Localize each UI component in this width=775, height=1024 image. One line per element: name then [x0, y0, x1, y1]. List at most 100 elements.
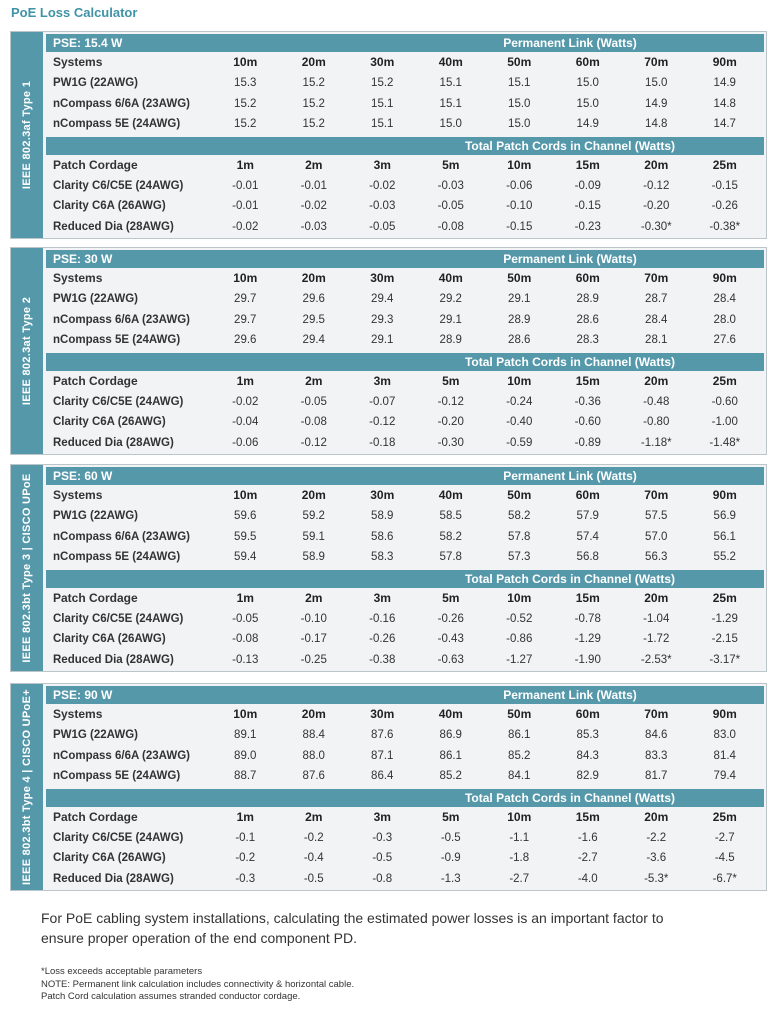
system-value: 28.0	[713, 313, 736, 326]
cordage-column-header: Patch Cordage 1m 2m 3m 5m 10m 15m 20m 25m	[46, 155, 764, 176]
cord-value: -0.26	[437, 612, 464, 625]
patch-length-header: 10m	[507, 591, 532, 606]
system-value: 58.9	[371, 510, 394, 523]
link-length-header: 60m	[575, 271, 600, 286]
link-length-header: 20m	[301, 488, 326, 503]
system-name: PW1G (22AWG)	[53, 293, 138, 306]
system-value: 82.9	[576, 770, 599, 783]
patch-cords-header: Total Patch Cords in Channel (Watts)	[46, 569, 764, 588]
cord-value: -5.3*	[644, 873, 669, 886]
patch-length-header: 3m	[373, 374, 391, 389]
system-value: 86.4	[371, 770, 394, 783]
cord-value: -0.20	[437, 416, 464, 429]
patch-length-header: 2m	[305, 158, 323, 173]
patch-length-header: 3m	[373, 158, 391, 173]
system-name: PW1G (22AWG)	[53, 77, 138, 90]
cord-value: -0.36	[574, 395, 601, 408]
system-value: 58.9	[302, 551, 325, 564]
pse-label: PSE: 15.4 W	[53, 36, 123, 50]
cord-value: -0.15	[506, 221, 533, 234]
cord-name: Clarity C6/C5E (24AWG)	[53, 179, 184, 192]
cord-value: -0.9	[440, 852, 461, 865]
link-length-header: 90m	[712, 707, 737, 722]
cord-value: -0.02	[232, 395, 259, 408]
cord-row: Clarity C6/C5E (24AWG) -0.02 -0.05 -0.07 -0.…	[46, 391, 764, 412]
cord-value: -0.01	[232, 200, 259, 213]
cord-value: -0.40	[506, 416, 533, 429]
system-value: 28.6	[576, 313, 599, 326]
patch-cords-header: Total Patch Cords in Channel (Watts)	[46, 352, 764, 371]
system-value: 57.3	[508, 551, 531, 564]
patch-cords-title: Total Patch Cords in Channel (Watts)	[464, 790, 675, 805]
patch-length-header: 15m	[575, 591, 600, 606]
system-value: 15.3	[234, 77, 257, 90]
link-length-header: 50m	[507, 271, 532, 286]
system-value: 57.9	[576, 510, 599, 523]
cord-value: -0.18	[369, 437, 396, 450]
standard-sidebar: IEEE 802.3bt Type 4 | CISCO UPoE+	[11, 684, 43, 890]
patch-cords-header: Total Patch Cords in Channel (Watts)	[46, 136, 764, 155]
cord-value: -0.38*	[709, 221, 741, 234]
system-name: nCompass 5E (24AWG)	[53, 551, 181, 564]
patch-length-header: 2m	[305, 374, 323, 389]
cord-value: -0.01	[300, 179, 327, 192]
system-value: 86.1	[508, 729, 531, 742]
cord-value: -0.4	[303, 852, 324, 865]
page-title: PoE Loss Calculator	[11, 5, 138, 20]
system-value: 15.1	[508, 77, 531, 90]
cord-value: -4.0	[577, 873, 598, 886]
cord-row: Reduced Dia (28AWG) -0.06 -0.12 -0.18 -0.30 -…	[46, 433, 764, 454]
loss-table: PSE: 30 W Permanent Link (Watts) Systems 10…	[46, 250, 764, 454]
system-row: nCompass 5E (24AWG) 29.6 29.4 29.1 28.9 28.6 2…	[46, 330, 764, 351]
system-row: nCompass 5E (24AWG) 59.4 58.9 58.3 57.8 57.3 5…	[46, 547, 764, 568]
cordage-label: Patch Cordage	[53, 158, 138, 173]
cord-value: -0.10	[300, 612, 327, 625]
link-length-header: 20m	[301, 271, 326, 286]
cord-value: -0.48	[643, 395, 670, 408]
patch-length-header: 5m	[442, 374, 460, 389]
system-value: 29.7	[234, 313, 257, 326]
system-value: 57.0	[645, 530, 668, 543]
system-value: 14.9	[713, 77, 736, 90]
cord-value: -0.13	[232, 654, 259, 667]
cord-value: -1.29	[711, 612, 738, 625]
link-length-header: 60m	[575, 707, 600, 722]
cord-name: Reduced Dia (28AWG)	[53, 221, 174, 234]
system-value: 57.8	[508, 530, 531, 543]
system-value: 58.2	[439, 530, 462, 543]
patch-length-header: 5m	[442, 810, 460, 825]
patch-length-header: 5m	[442, 158, 460, 173]
cord-row: Reduced Dia (28AWG) -0.13 -0.25 -0.38 -0.63 -…	[46, 650, 764, 671]
system-value: 15.2	[234, 118, 257, 131]
cord-value: -0.09	[574, 179, 601, 192]
system-row: PW1G (22AWG) 15.3 15.2 15.2 15.1 15.1 15.0 15.0…	[46, 73, 764, 94]
footnote-asterisk: *Loss exceeds acceptable parameters	[41, 966, 203, 977]
system-value: 28.4	[713, 293, 736, 306]
loss-table: PSE: 90 W Permanent Link (Watts) Systems 10…	[46, 686, 764, 890]
cord-value: -2.53*	[640, 654, 672, 667]
systems-column-header: Systems 10m 20m 30m 40m 50m 60m 70m 90m	[46, 704, 764, 725]
cord-value: -0.01	[232, 179, 259, 192]
system-value: 56.9	[713, 510, 736, 523]
cord-value: -0.2	[235, 852, 256, 865]
system-value: 58.5	[439, 510, 462, 523]
system-value: 14.9	[576, 118, 599, 131]
footnote-patch-cord: Patch Cord calculation assumes stranded …	[41, 991, 301, 1002]
cord-value: -3.6	[646, 852, 667, 865]
system-row: PW1G (22AWG) 59.6 59.2 58.9 58.5 58.2 57.9 57.5…	[46, 506, 764, 527]
system-value: 29.7	[234, 293, 257, 306]
patch-length-header: 5m	[442, 591, 460, 606]
system-value: 85.2	[508, 749, 531, 762]
system-value: 87.6	[302, 770, 325, 783]
cord-value: -2.7	[714, 831, 735, 844]
system-value: 57.8	[439, 551, 462, 564]
cord-value: -0.15	[574, 200, 601, 213]
link-length-header: 50m	[507, 55, 532, 70]
system-value: 29.1	[439, 313, 462, 326]
cord-value: -0.26	[711, 200, 738, 213]
standard-label: IEEE 802.3at Type 2	[21, 296, 33, 406]
system-row: nCompass 5E (24AWG) 15.2 15.2 15.1 15.0 15.0 1…	[46, 114, 764, 135]
system-value: 58.6	[371, 530, 394, 543]
system-value: 88.7	[234, 770, 257, 783]
patch-cords-title: Total Patch Cords in Channel (Watts)	[464, 138, 675, 153]
